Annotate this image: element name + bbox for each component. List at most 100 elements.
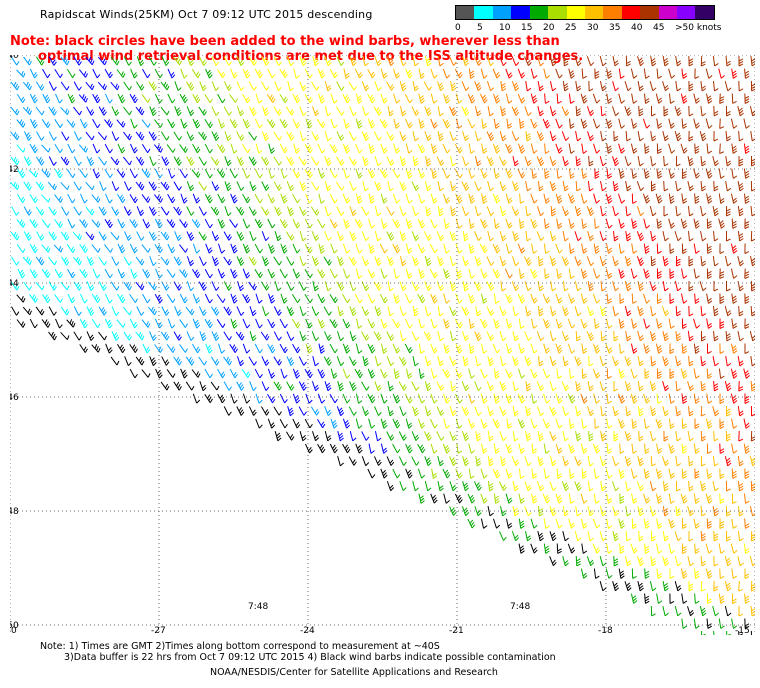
wind-barb	[268, 243, 276, 254]
wind-barb	[192, 318, 201, 329]
wind-barb	[730, 543, 738, 554]
wind-barb	[681, 118, 688, 129]
wind-barb	[530, 68, 538, 79]
wind-barb	[681, 318, 687, 329]
lat-label: -40	[10, 55, 19, 61]
wind-barb	[517, 243, 526, 254]
wind-barb	[518, 443, 525, 454]
wind-barb	[637, 456, 644, 467]
wind-barb	[688, 280, 694, 292]
wind-barb	[104, 93, 113, 104]
wind-barb	[79, 344, 88, 353]
wind-barb	[455, 293, 463, 304]
wind-barb	[680, 143, 688, 154]
wind-barb	[79, 118, 88, 129]
wind-barb	[349, 331, 357, 342]
wind-barb	[680, 368, 688, 379]
wind-barb	[122, 306, 132, 316]
wind-barb	[29, 243, 38, 254]
wind-barb	[561, 106, 570, 116]
wind-barb	[337, 231, 345, 242]
wind-barb	[430, 93, 438, 104]
wind-barb	[260, 281, 270, 291]
wind-barb	[292, 268, 301, 279]
wind-barb	[317, 393, 326, 404]
wind-barb	[42, 293, 51, 304]
wind-barb	[555, 393, 563, 404]
wind-barb	[305, 193, 313, 204]
wind-barb	[174, 81, 182, 92]
note-line-1: Note: black circles have been added to t…	[10, 34, 560, 49]
wind-barb	[467, 418, 476, 429]
wind-barb	[467, 493, 476, 504]
wind-barb	[580, 443, 588, 454]
wind-barb	[129, 93, 138, 104]
wind-barb	[48, 56, 57, 66]
wind-barb	[199, 381, 207, 392]
wind-barb	[142, 218, 151, 229]
wind-barb	[730, 268, 738, 279]
wind-barb	[412, 80, 419, 92]
wind-barb	[562, 306, 570, 317]
wind-barb	[637, 355, 644, 367]
wind-barb	[361, 406, 370, 417]
wind-barb	[605, 193, 613, 204]
wind-barb	[298, 406, 307, 416]
wind-barb	[349, 56, 357, 67]
wind-barb	[681, 168, 687, 179]
wind-barb	[111, 131, 120, 141]
wind-barb	[292, 118, 301, 129]
wind-barb	[606, 443, 613, 454]
wind-barb	[11, 206, 20, 216]
wind-barb	[612, 81, 619, 92]
wind-barb	[536, 331, 545, 342]
wind-barb	[600, 305, 607, 317]
wind-barb	[574, 306, 582, 317]
wind-barb	[461, 381, 470, 391]
wind-barb	[462, 230, 469, 242]
wind-barb	[380, 468, 388, 479]
wind-barb	[262, 106, 270, 117]
wind-barb	[599, 381, 607, 392]
wind-barb	[568, 143, 575, 154]
wind-barb	[462, 256, 470, 267]
wind-barb	[135, 131, 145, 141]
wind-barb	[98, 281, 107, 291]
wind-barb	[110, 356, 120, 366]
wind-barb	[517, 293, 526, 304]
wind-barb	[743, 118, 750, 129]
wind-barb	[737, 405, 744, 417]
wind-barb	[668, 118, 675, 129]
wind-barb	[154, 119, 163, 128]
wind-barb	[725, 105, 731, 117]
wind-barb	[279, 93, 288, 104]
wind-barb	[179, 293, 188, 304]
wind-barb	[386, 431, 395, 441]
wind-barb	[682, 518, 687, 529]
wind-barb	[556, 218, 563, 229]
wind-barb	[268, 293, 276, 304]
wind-barb	[431, 468, 438, 479]
wind-barb	[342, 143, 351, 154]
wind-barb	[644, 368, 650, 379]
wind-barb	[556, 268, 563, 279]
wind-barb	[235, 331, 245, 341]
wind-barb	[518, 318, 525, 329]
wind-barb	[449, 106, 457, 116]
wind-barb	[154, 194, 163, 203]
wind-barb	[618, 218, 625, 229]
wind-barb	[267, 393, 276, 404]
wind-barb	[668, 193, 675, 204]
wind-barb	[411, 181, 420, 191]
wind-barb	[643, 318, 650, 329]
wind-barb	[261, 156, 270, 166]
wind-barb	[399, 156, 407, 167]
wind-barb	[581, 243, 588, 254]
wind-barb	[555, 193, 563, 204]
wind-barb	[304, 143, 313, 154]
wind-barb	[299, 256, 307, 267]
wind-barb	[575, 405, 582, 417]
wind-barb	[211, 181, 220, 191]
wind-barb	[492, 68, 501, 79]
wind-barb	[91, 344, 101, 353]
